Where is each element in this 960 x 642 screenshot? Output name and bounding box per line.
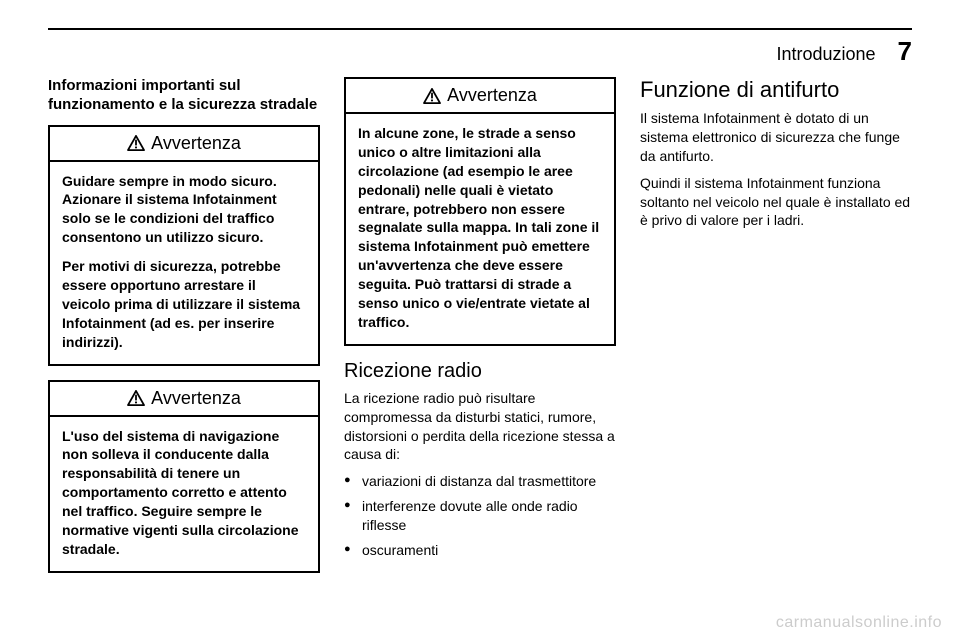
column-2: Avvertenza In alcune zone, le strade a s… — [344, 77, 616, 587]
warning-box-3: Avvertenza In alcune zone, le strade a s… — [344, 77, 616, 346]
col1-subhead: Informazioni importanti sul funzionament… — [48, 77, 320, 115]
reception-intro: La ricezione radio può risultare comprom… — [344, 389, 616, 465]
warning-box-1: Avvertenza Guidare sempre in modo sicuro… — [48, 125, 320, 366]
warning-box-3-p1: In alcune zone, le strade a senso unico … — [358, 124, 602, 332]
list-item: oscuramenti — [344, 541, 616, 560]
warning-box-1-p2: Per motivi di sicurezza, potrebbe essere… — [62, 257, 306, 351]
list-item: variazioni di distanza dal trasmettitore — [344, 472, 616, 491]
warning-triangle-icon — [127, 135, 145, 151]
warning-box-3-title-text: Avvertenza — [447, 85, 537, 106]
warning-box-3-body: In alcune zone, le strade a senso unico … — [346, 114, 614, 344]
antitheft-heading: Funzione di antifurto — [640, 77, 912, 103]
warning-box-2-body: L'uso del sistema di navigazione non sol… — [50, 417, 318, 571]
header-title: Introduzione — [776, 44, 875, 65]
warning-triangle-icon — [127, 390, 145, 406]
warning-triangle-icon — [423, 88, 441, 104]
column-1: Informazioni importanti sul funzionament… — [48, 77, 320, 587]
page-container: Introduzione 7 Informazioni importanti s… — [0, 0, 960, 619]
warning-box-1-title: Avvertenza — [50, 127, 318, 162]
warning-box-2-title: Avvertenza — [50, 382, 318, 417]
column-3: Funzione di antifurto Il sistema Infotai… — [640, 77, 912, 587]
warning-box-1-title-text: Avvertenza — [151, 133, 241, 154]
page-header: Introduzione 7 — [48, 36, 912, 67]
page-number: 7 — [898, 36, 912, 67]
warning-box-3-title: Avvertenza — [346, 79, 614, 114]
warning-box-1-p1: Guidare sempre in modo sicuro. Azionare … — [62, 172, 306, 248]
reception-heading: Ricezione radio — [344, 360, 616, 383]
warning-box-2: Avvertenza L'uso del sistema di navigazi… — [48, 380, 320, 573]
list-item: interferenze dovute alle onde radio rifl… — [344, 497, 616, 535]
top-rule — [48, 28, 912, 30]
reception-bullets: variazioni di distanza dal trasmettitore… — [344, 472, 616, 560]
antitheft-p1: Il sistema Infotainment è dotato di un s… — [640, 109, 912, 166]
warning-box-2-p1: L'uso del sistema di navigazione non sol… — [62, 427, 306, 559]
antitheft-p2: Quindi il sistema Infotainment funziona … — [640, 174, 912, 231]
columns: Informazioni importanti sul funzionament… — [48, 77, 912, 587]
warning-box-2-title-text: Avvertenza — [151, 388, 241, 409]
warning-box-1-body: Guidare sempre in modo sicuro. Azionare … — [50, 162, 318, 364]
